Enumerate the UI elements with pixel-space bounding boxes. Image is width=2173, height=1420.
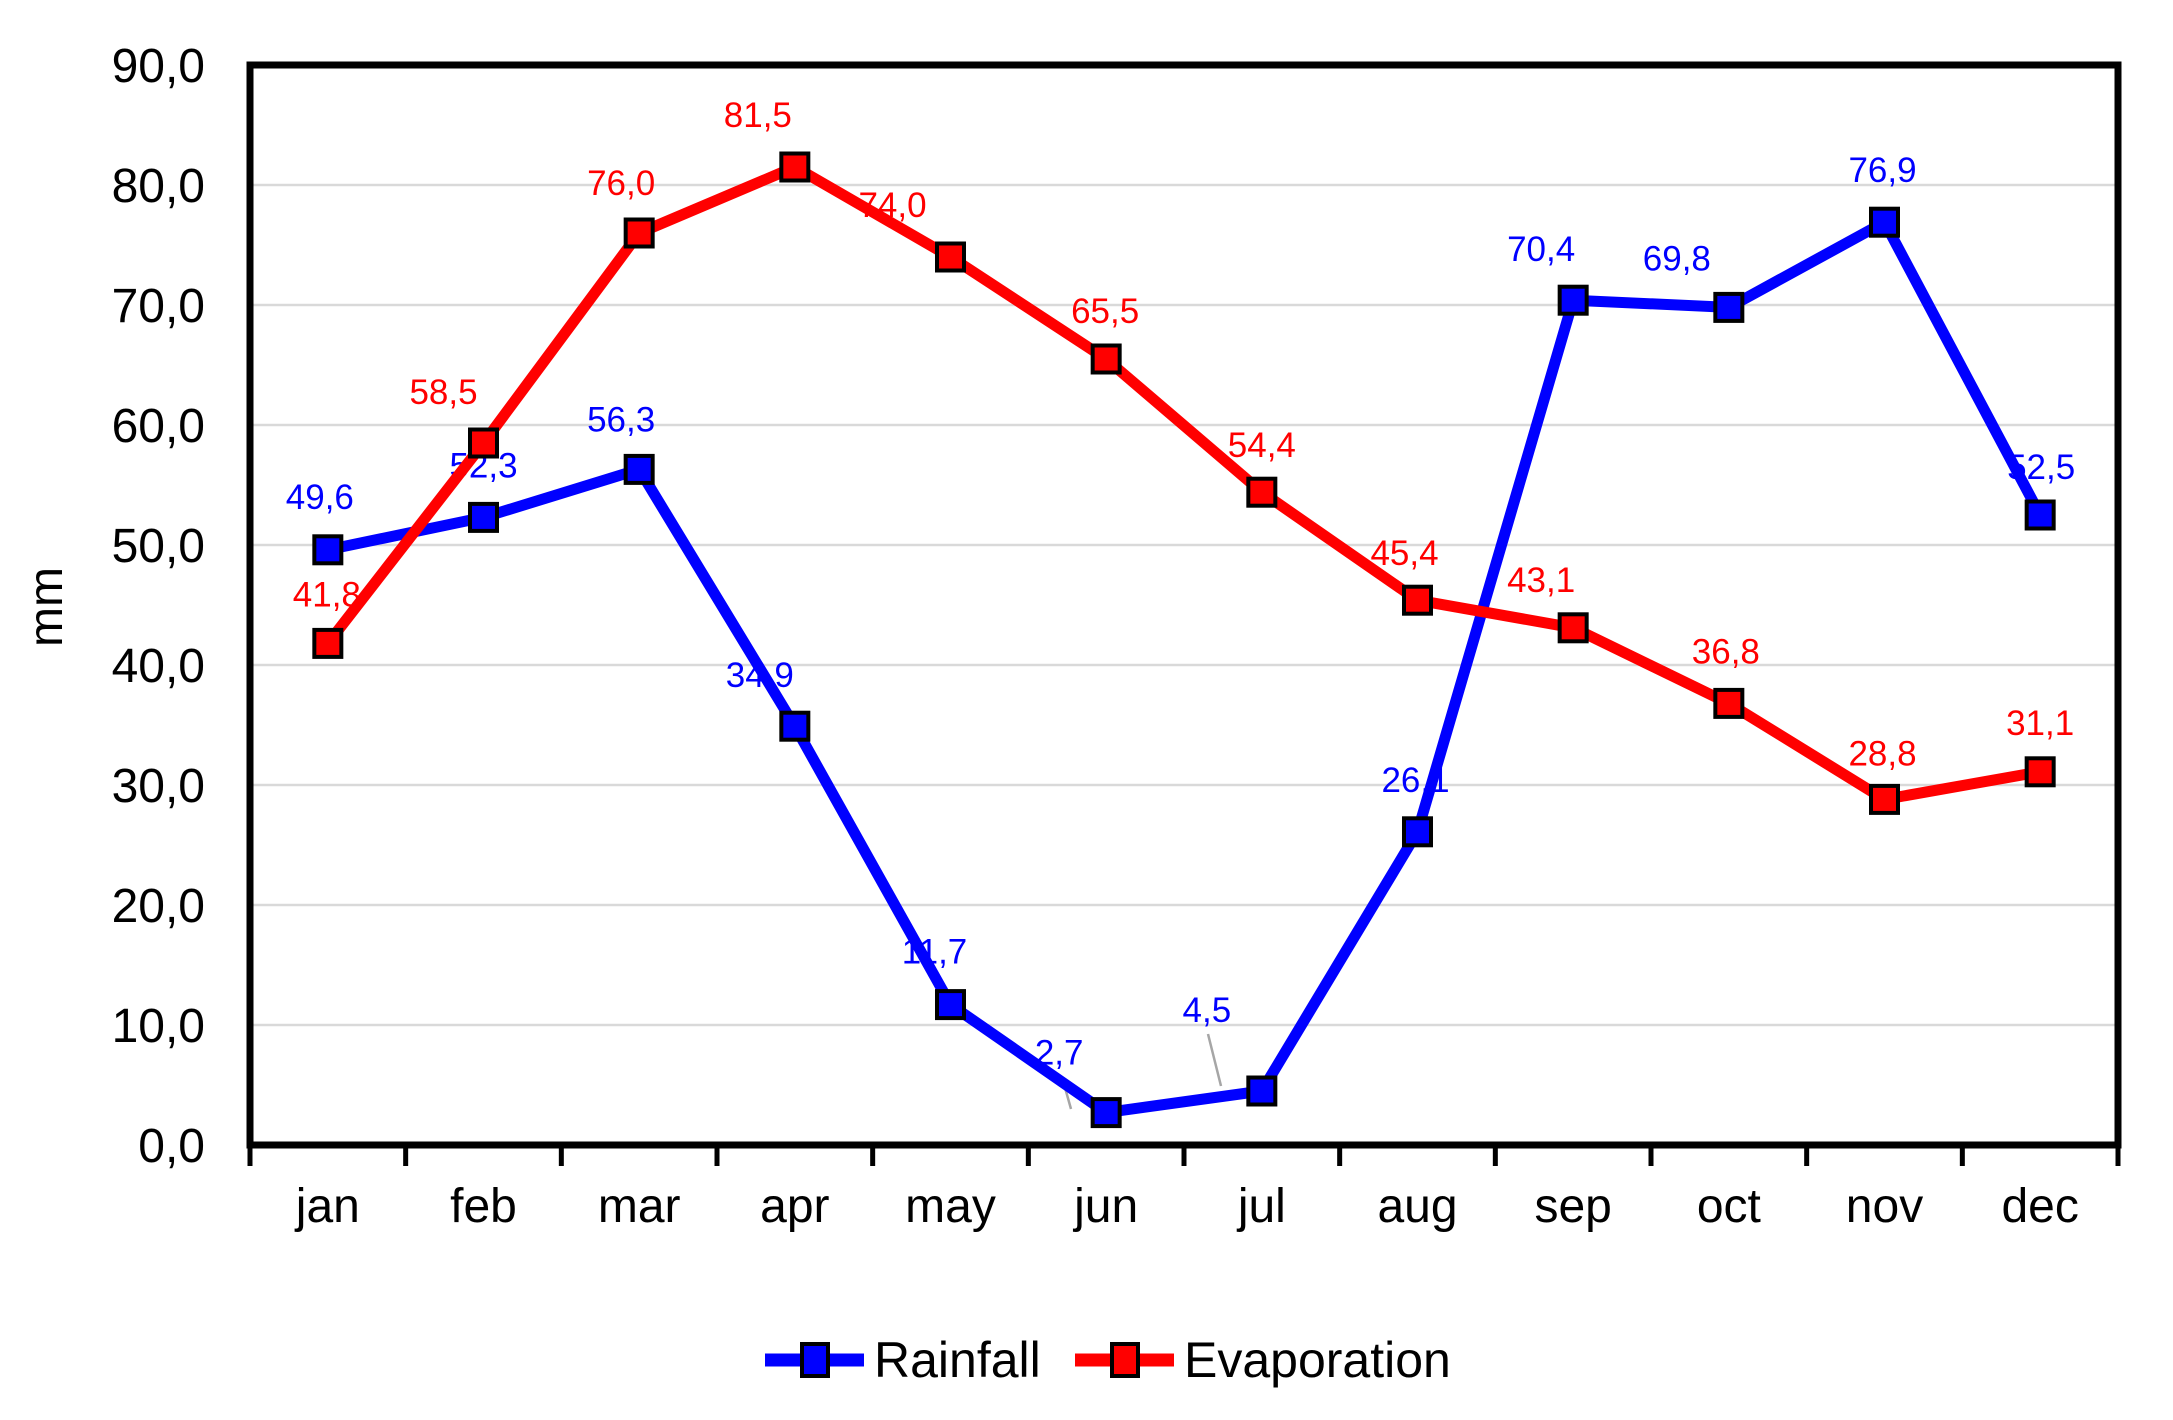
- evaporation-marker-jul: [1246, 476, 1278, 508]
- rainfall-marker-apr: [779, 710, 811, 742]
- y-tick-label: 50,0: [112, 520, 205, 573]
- data-label-evaporation-feb: 58,5: [409, 373, 477, 412]
- data-label-rainfall-mar: 56,3: [587, 400, 655, 439]
- series-evaporation: [312, 151, 2056, 815]
- data-label-rainfall-oct: 69,8: [1643, 239, 1711, 278]
- rainfall-marker-jan: [312, 534, 344, 566]
- data-label-evaporation-jun: 65,5: [1071, 292, 1139, 331]
- x-axis-label-nov: nov: [1846, 1180, 1923, 1233]
- evaporation-marker-jan: [312, 627, 344, 659]
- y-axis-title: mm: [20, 567, 73, 647]
- legend-evaporation-marker: [1110, 1342, 1140, 1378]
- x-axis-label-oct: oct: [1697, 1180, 1761, 1233]
- evaporation-marker-may: [935, 241, 966, 273]
- y-axis-tick-labels: 0,0 10,0 20,0 30,0 40,0 50,0 60,0 70,0 80,0 90,0: [112, 40, 205, 1173]
- y-tick-label: 90,0: [112, 40, 205, 93]
- rainfall-marker-sep: [1557, 284, 1589, 316]
- y-tick-label: 0,0: [138, 1120, 205, 1173]
- x-axis-label-dec: dec: [2001, 1180, 2078, 1233]
- x-axis-label-may: may: [905, 1180, 996, 1233]
- data-label-leader-line: [1206, 1033, 1223, 1087]
- evaporation-marker-feb: [468, 427, 499, 459]
- rainfall-marker-jul: [1246, 1075, 1278, 1107]
- data-label-rainfall-nov: 76,9: [1848, 151, 1916, 190]
- data-label-evaporation-aug: 45,4: [1370, 534, 1438, 573]
- data-label-evaporation-dec: 31,1: [2006, 704, 2074, 743]
- evaporation-marker-nov: [1869, 783, 1900, 815]
- rainfall-marker-nov: [1869, 206, 1900, 238]
- y-tick-label: 40,0: [112, 640, 205, 693]
- data-label-evaporation-apr: 81,5: [724, 96, 792, 135]
- x-axis-ticks: [247, 1145, 2121, 1166]
- legend-rainfall-label: Rainfall: [874, 1332, 1041, 1388]
- x-axis-label-aug: aug: [1377, 1180, 1457, 1233]
- rainfall-marker-oct: [1713, 291, 1745, 323]
- legend-rainfall-marker: [800, 1342, 830, 1378]
- data-label-evaporation-oct: 36,8: [1692, 632, 1760, 671]
- x-axis-label-sep: sep: [1534, 1180, 1611, 1233]
- y-tick-label: 10,0: [112, 1000, 205, 1053]
- data-label-rainfall-jul: 4,5: [1183, 991, 1232, 1030]
- x-axis-label-feb: feb: [450, 1180, 517, 1233]
- evaporation-marker-oct: [1713, 687, 1745, 719]
- rainfall-marker-dec: [2024, 499, 2056, 531]
- series-lines: [312, 151, 2056, 1129]
- x-axis-label-jun: jun: [1072, 1180, 1138, 1233]
- y-tick-label: 60,0: [112, 400, 205, 453]
- evaporation-marker-dec: [2024, 756, 2056, 788]
- data-label-evaporation-sep: 43,1: [1507, 561, 1575, 600]
- rainfall-marker-jun: [1090, 1097, 1122, 1129]
- data-label-evaporation-mar: 76,0: [587, 164, 655, 203]
- x-axis-label-jan: jan: [294, 1180, 360, 1233]
- legend-evaporation-label: Evaporation: [1184, 1332, 1451, 1388]
- legend: Rainfall Evaporation: [765, 1332, 1451, 1388]
- x-axis-label-jul: jul: [1236, 1180, 1286, 1233]
- y-tick-label: 20,0: [112, 880, 205, 933]
- plot-area-border: [246, 61, 2122, 1149]
- rainfall-marker-may: [935, 989, 966, 1021]
- data-label-evaporation-nov: 28,8: [1848, 734, 1916, 773]
- series-rainfall: [312, 206, 2056, 1129]
- evaporation-marker-sep: [1557, 612, 1589, 644]
- y-tick-label: 70,0: [112, 280, 205, 333]
- evaporation-marker-apr: [779, 151, 811, 183]
- data-label-rainfall-sep: 70,4: [1507, 230, 1575, 269]
- rainfall-line: [322, 216, 2046, 1119]
- data-label-rainfall-jan: 49,6: [286, 478, 354, 517]
- evaporation-marker-aug: [1402, 584, 1433, 616]
- y-tick-label: 80,0: [112, 160, 205, 213]
- x-axis-label-mar: mar: [598, 1180, 681, 1233]
- evaporation-marker-mar: [623, 217, 655, 249]
- x-axis-label-apr: apr: [760, 1180, 829, 1233]
- evaporation-line: [322, 161, 2046, 805]
- data-label-evaporation-jul: 54,4: [1228, 426, 1296, 465]
- gridlines: [250, 183, 2118, 1027]
- rainfall-marker-mar: [623, 453, 655, 485]
- rainfall-marker-feb: [468, 501, 499, 533]
- y-tick-label: 30,0: [112, 760, 205, 813]
- rainfall-marker-aug: [1402, 816, 1433, 848]
- x-axis-month-labels: jan feb mar apr may jun jul aug sep oct nov dec: [294, 1180, 2079, 1233]
- data-labels: 49,652,356,334,911,72,74,526,170,4 69,876…: [286, 96, 2075, 1073]
- evaporation-marker-jun: [1090, 343, 1122, 375]
